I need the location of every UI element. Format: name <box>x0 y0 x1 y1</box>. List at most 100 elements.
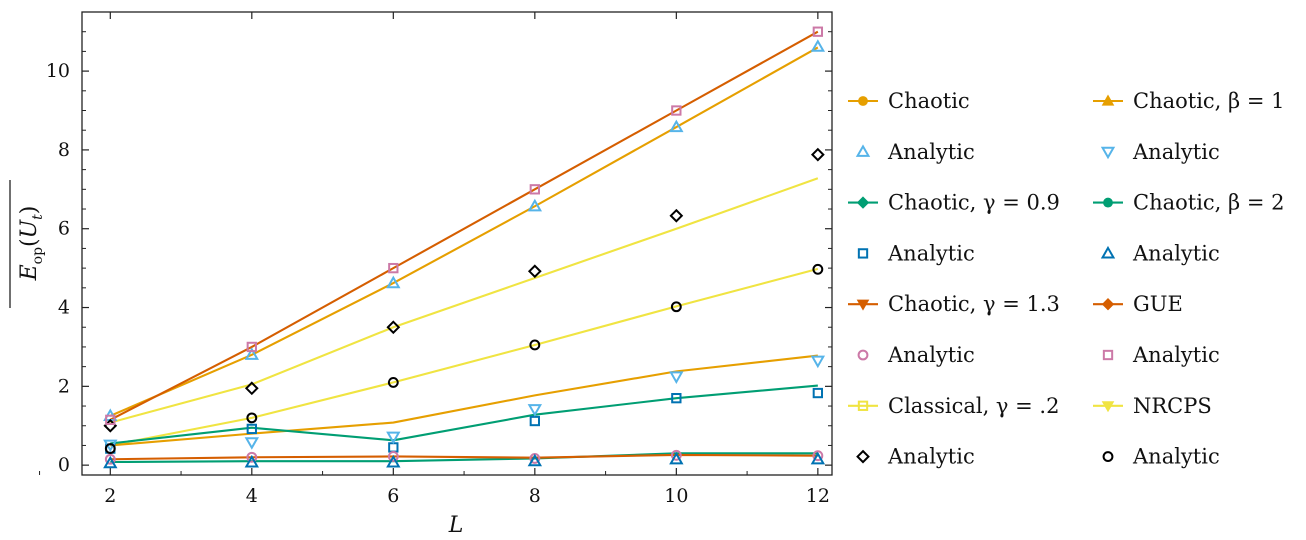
data-point-marker <box>246 341 257 353</box>
legend-item: NRCPS <box>1093 394 1212 418</box>
data-point-marker <box>671 393 682 404</box>
axis-ticks: 2 4 6 8 10 12 0 2 4 6 8 10 <box>39 12 832 507</box>
data-point-marker <box>669 451 684 465</box>
legend-marker <box>1100 146 1116 160</box>
data-point-marker <box>104 453 116 465</box>
series-line <box>109 46 819 417</box>
legend-item: Analytic <box>1102 343 1220 367</box>
legend-marker <box>855 144 871 157</box>
legend-item: Chaotic, β = 1 <box>1093 89 1284 113</box>
svg-text:Eop(Ut): Eop(Ut) <box>17 206 46 282</box>
legend-marker <box>857 248 869 259</box>
legend-item: Chaotic <box>848 89 970 113</box>
legend-item: Chaotic, β = 2 <box>1093 191 1284 215</box>
data-point-marker <box>812 450 824 462</box>
data-point-marker <box>244 347 259 360</box>
legend-label: Chaotic, γ = 1.3 <box>888 292 1060 316</box>
legend-marker <box>856 449 870 464</box>
data-point-marker <box>244 437 259 450</box>
data-point-marker <box>670 301 682 313</box>
y-tick-label: 2 <box>58 375 70 397</box>
legend-label: Chaotic, β = 1 <box>1133 89 1284 113</box>
legend-label: Analytic <box>1132 140 1220 164</box>
legend-item: Analytic <box>1100 241 1220 265</box>
data-point-marker <box>669 119 684 133</box>
data-point-marker <box>810 147 825 162</box>
series-line <box>110 354 818 447</box>
legend-label: GUE <box>1133 292 1183 316</box>
data-point-marker <box>386 275 401 289</box>
series-line <box>110 384 818 445</box>
legend-label: NRCPS <box>1133 394 1212 418</box>
data-point-marker <box>812 26 824 37</box>
data-point-marker <box>527 404 543 417</box>
legend-item: Analytic <box>857 343 975 367</box>
legend-marker <box>1101 298 1115 311</box>
series-markers <box>103 26 826 469</box>
legend-label: Analytic <box>887 241 975 265</box>
data-point-marker <box>527 198 543 212</box>
y-tick-label: 10 <box>46 60 70 82</box>
legend-label: Analytic <box>887 343 975 367</box>
data-point-marker <box>810 39 826 52</box>
data-point-marker <box>244 381 259 396</box>
legend-label: Classical, γ = .2 <box>888 394 1059 418</box>
data-point-marker <box>670 449 682 461</box>
legend-item: Analytic <box>857 241 975 265</box>
legend-label: Analytic <box>887 140 975 164</box>
x-tick-label: 2 <box>104 485 116 507</box>
legend-label: Chaotic <box>888 89 970 113</box>
legend-marker <box>1102 451 1114 463</box>
data-point-marker <box>246 423 257 435</box>
data-point-marker <box>527 453 543 467</box>
y-tick-label: 4 <box>58 297 70 319</box>
data-point-marker <box>386 431 401 445</box>
y-tick-label: 6 <box>58 218 70 240</box>
legend-item: Analytic <box>1100 140 1220 164</box>
x-tick-label: 8 <box>529 485 541 507</box>
series-line <box>109 30 819 421</box>
legend-marker <box>1103 197 1113 208</box>
legend-marker <box>858 96 868 106</box>
legend-item: Analytic <box>1102 445 1220 469</box>
data-point-marker <box>527 264 542 279</box>
legend-item: Analytic <box>855 140 975 164</box>
legend-marker <box>1101 401 1115 413</box>
series-line <box>110 177 819 424</box>
legend-label: Analytic <box>1132 445 1220 469</box>
data-point-marker <box>244 454 259 468</box>
data-point-marker <box>387 451 399 462</box>
data-point-marker <box>529 184 540 195</box>
data-point-marker <box>386 454 401 468</box>
legend: Chaotic Analytic Chaotic, γ = 0.9 Analytic C… <box>848 89 1284 469</box>
series-lines <box>109 30 819 464</box>
data-point-marker <box>104 443 116 455</box>
legend-item: GUE <box>1093 292 1183 316</box>
x-tick-label: 10 <box>664 485 688 507</box>
data-point-marker <box>105 414 116 425</box>
x-tick-label: 12 <box>806 485 830 507</box>
data-point-marker <box>669 208 684 223</box>
data-point-marker <box>103 455 118 469</box>
data-point-marker <box>388 442 399 453</box>
legend-marker <box>856 196 870 209</box>
data-point-marker <box>529 415 540 427</box>
y-tick-label: 8 <box>58 139 70 161</box>
data-point-marker <box>810 355 826 369</box>
legend-marker <box>856 299 870 311</box>
legend-item: Analytic <box>856 445 975 469</box>
data-point-marker <box>812 387 824 399</box>
data-point-marker <box>386 320 401 335</box>
legend-marker <box>1102 349 1114 361</box>
data-point-marker <box>812 263 824 275</box>
y-tick-label: 0 <box>58 454 70 476</box>
x-tick-label: 6 <box>387 485 399 507</box>
data-point-marker <box>810 451 826 465</box>
data-point-marker <box>246 412 258 424</box>
data-point-marker <box>388 262 399 274</box>
legend-item: Chaotic, γ = 1.3 <box>848 292 1060 316</box>
legend-marker <box>857 400 869 411</box>
legend-item: Classical, γ = .2 <box>848 394 1059 418</box>
series-line <box>110 452 818 464</box>
